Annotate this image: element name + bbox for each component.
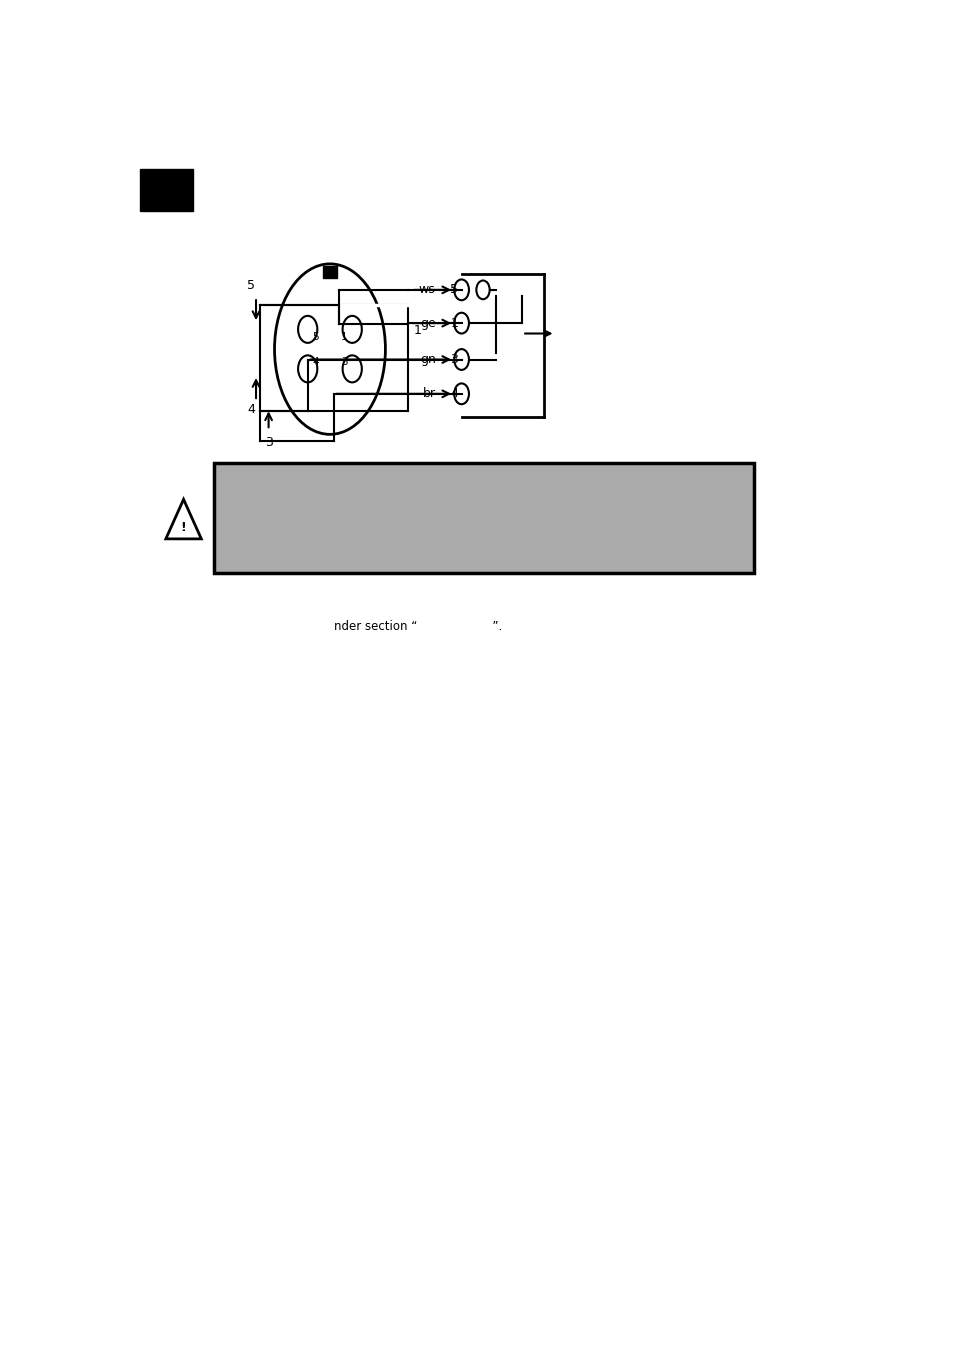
Text: 3: 3: [450, 352, 457, 366]
Bar: [322, 266, 337, 278]
Text: 3: 3: [340, 356, 347, 367]
Text: 5: 5: [313, 332, 319, 342]
Text: nder section “                    ”.: nder section “ ”.: [334, 620, 501, 633]
Bar: [140, 169, 193, 211]
Text: 5: 5: [247, 279, 254, 292]
Text: !: !: [180, 521, 186, 535]
Text: 3: 3: [264, 436, 273, 450]
Text: 1: 1: [340, 332, 347, 342]
Text: 4: 4: [313, 356, 319, 367]
Text: ge: ge: [419, 317, 436, 329]
Text: 4: 4: [247, 404, 254, 416]
Text: 5: 5: [450, 284, 458, 297]
Text: 1: 1: [413, 324, 421, 338]
Text: 4: 4: [450, 387, 457, 401]
Bar: [213, 463, 753, 572]
Text: ws: ws: [418, 284, 436, 297]
Text: br: br: [422, 387, 436, 401]
Text: 1: 1: [450, 317, 457, 329]
Text: gn: gn: [419, 352, 436, 366]
